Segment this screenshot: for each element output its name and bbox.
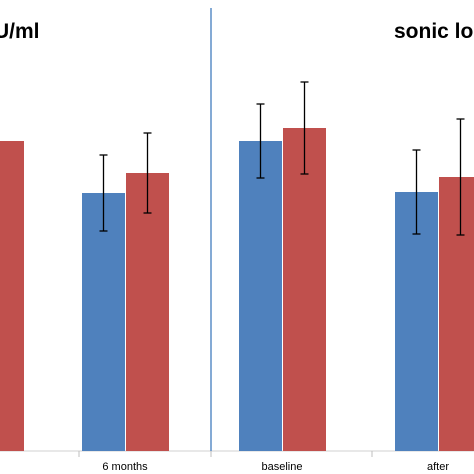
chart-title-right: sonic lo bbox=[394, 20, 474, 43]
x-tick-label: baseline bbox=[262, 461, 303, 473]
error-bar bbox=[456, 118, 465, 236]
x-tick-label: after bbox=[427, 461, 449, 473]
chart-title-left: U/ml bbox=[0, 20, 40, 43]
bar-red bbox=[126, 173, 169, 451]
error-bar bbox=[256, 103, 265, 179]
error-bar bbox=[412, 149, 421, 235]
bar-red bbox=[0, 141, 24, 451]
error-bar bbox=[99, 154, 108, 232]
error-bar bbox=[300, 81, 309, 175]
bar-blue bbox=[239, 141, 282, 451]
bar-red bbox=[283, 128, 326, 451]
bar-red bbox=[439, 177, 474, 451]
error-bar bbox=[143, 132, 152, 214]
bar-blue bbox=[395, 192, 438, 451]
x-tick-label: 6 months bbox=[102, 461, 148, 473]
bar-blue bbox=[82, 193, 125, 451]
